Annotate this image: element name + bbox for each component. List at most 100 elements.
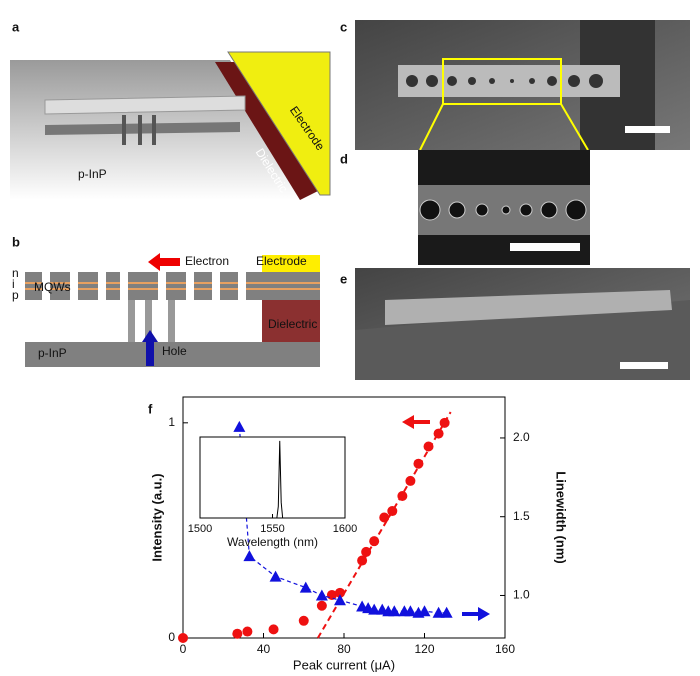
holes bbox=[419, 199, 587, 221]
panel-e: e bbox=[340, 268, 690, 380]
zoom-line bbox=[560, 103, 589, 151]
zoom-box bbox=[442, 58, 562, 105]
scale-bar bbox=[625, 126, 670, 133]
triangle-point bbox=[333, 594, 346, 606]
layer-label: i bbox=[12, 277, 15, 291]
x-axis-title: Peak current (μA) bbox=[293, 657, 395, 672]
electron-label: Electron bbox=[185, 254, 229, 268]
electrode-block bbox=[227, 51, 331, 196]
y-axis-title: Intensity (a.u.) bbox=[149, 473, 164, 561]
circle-point bbox=[357, 555, 368, 566]
triangle-point bbox=[233, 420, 246, 432]
dielectric bbox=[262, 300, 320, 342]
panel-label: e bbox=[340, 271, 347, 286]
panel-label: f bbox=[148, 401, 153, 416]
panel-label: a bbox=[12, 19, 20, 34]
circle-point bbox=[369, 536, 380, 547]
layer-label: p bbox=[12, 288, 19, 302]
electron-arrow bbox=[148, 253, 180, 271]
circle-point bbox=[242, 626, 253, 637]
substrate-label: p-InP bbox=[78, 167, 107, 181]
post bbox=[145, 300, 152, 342]
mqw-label: MQWs bbox=[34, 280, 71, 294]
circle-point bbox=[423, 441, 434, 452]
triangle-point bbox=[388, 605, 401, 617]
panel-a: a Electrode Dielectric p-InP bbox=[10, 19, 331, 200]
scale-bar bbox=[510, 243, 580, 251]
spectrum bbox=[200, 440, 345, 519]
x-tick-label: 40 bbox=[257, 642, 271, 656]
holes bbox=[42, 272, 246, 300]
post bbox=[152, 115, 156, 145]
triangle-point bbox=[299, 581, 312, 593]
x-tick-label: 0 bbox=[180, 642, 187, 656]
triangle-point bbox=[440, 606, 453, 618]
post bbox=[122, 115, 126, 145]
panel-label: d bbox=[340, 151, 348, 166]
quantum-well bbox=[25, 282, 320, 284]
circle-point bbox=[268, 624, 279, 635]
x-tick-label: 160 bbox=[495, 642, 515, 656]
triangle-point bbox=[269, 570, 282, 582]
y2-tick-label: 1.5 bbox=[513, 509, 530, 523]
hole-label: Hole bbox=[162, 344, 187, 358]
beam-shadow bbox=[45, 122, 240, 135]
axis-arrow bbox=[402, 415, 430, 429]
inset-x-tick-label: 1550 bbox=[260, 523, 284, 535]
panel-c: c bbox=[340, 19, 690, 151]
y-tick-label: 0 bbox=[168, 630, 175, 644]
circle-point bbox=[439, 417, 450, 428]
y-tick-label: 1 bbox=[168, 415, 175, 429]
circle-point bbox=[232, 628, 243, 639]
x-tick-label: 120 bbox=[414, 642, 434, 656]
inset-x-title: Wavelength (nm) bbox=[227, 535, 318, 549]
circle-point bbox=[405, 475, 416, 486]
circle-point bbox=[433, 428, 444, 439]
post bbox=[138, 115, 142, 145]
substrate bbox=[355, 300, 690, 380]
triangle-point bbox=[368, 603, 381, 615]
triangle-point bbox=[432, 606, 445, 618]
circle-point bbox=[298, 615, 309, 626]
triangle-point bbox=[315, 589, 328, 601]
inset-x-tick-label: 1500 bbox=[188, 523, 212, 535]
electrode-label: Electrode bbox=[256, 254, 307, 268]
circle-point bbox=[387, 506, 398, 517]
scale-bar bbox=[620, 362, 668, 369]
inset-frame bbox=[199, 436, 346, 519]
circle-point bbox=[316, 600, 327, 611]
circle-point bbox=[413, 458, 424, 469]
beam bbox=[44, 95, 246, 115]
circle-point bbox=[178, 633, 188, 643]
y2-axis-title: Linewidth (nm) bbox=[554, 471, 569, 563]
circle-point bbox=[334, 587, 345, 598]
electrode bbox=[262, 255, 320, 272]
beam bbox=[385, 290, 672, 325]
inset-x-tick-label: 1600 bbox=[333, 523, 357, 535]
layer-label: n bbox=[12, 266, 19, 280]
axis-arrow bbox=[462, 607, 490, 621]
y2-tick-label: 1.0 bbox=[513, 588, 530, 602]
holes bbox=[406, 74, 603, 88]
panel-label: c bbox=[340, 19, 347, 34]
substrate-label: p-InP bbox=[38, 346, 67, 360]
x-tick-label: 80 bbox=[337, 642, 351, 656]
quantum-well bbox=[25, 288, 320, 290]
panel-b: b n i p MQWs Electron Electrode Dielectr… bbox=[12, 234, 320, 367]
circle-point bbox=[397, 490, 408, 501]
dielectric-label: Dielectric bbox=[268, 317, 317, 331]
circle-point bbox=[379, 512, 390, 523]
triangle-point bbox=[404, 605, 417, 617]
panel-label: b bbox=[12, 234, 20, 249]
circle-point bbox=[361, 546, 372, 557]
hole-arrow bbox=[142, 330, 158, 366]
trend-line bbox=[238, 426, 447, 614]
zoom-line bbox=[419, 103, 444, 151]
triangle-point bbox=[418, 605, 431, 617]
substrate bbox=[25, 342, 320, 367]
panel-d: d bbox=[340, 150, 590, 265]
post bbox=[168, 300, 175, 342]
post bbox=[128, 300, 135, 342]
